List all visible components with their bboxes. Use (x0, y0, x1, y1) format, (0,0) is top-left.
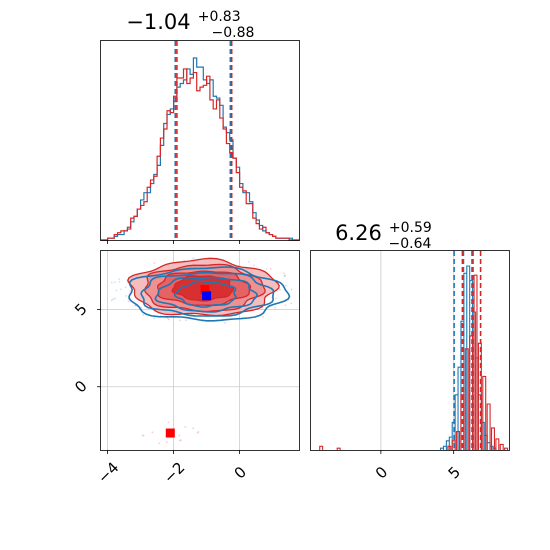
joint-marker-0 (200, 285, 210, 295)
joint-scatter-point (290, 302, 293, 305)
joint-scatter-point (115, 289, 118, 292)
joint-scatter-point (118, 278, 120, 281)
panel-1-frame (100, 40, 300, 241)
joint-scatter-point (159, 314, 162, 317)
joint-scatter-point (167, 318, 170, 321)
panel-1-quantile-lines (174, 41, 233, 240)
joint-scatter-point (262, 316, 264, 318)
panel-marginal-1: −1.04 +0.83 −0.88 (100, 6, 300, 244)
panel-1-histograms (101, 57, 299, 241)
joint-scatter-point (290, 288, 293, 291)
panel-2-title-median: 6.26 (335, 221, 382, 245)
joint-scatter-point (151, 431, 154, 434)
joint-scatter-point (119, 288, 122, 291)
panel-2-quantile-lines (453, 251, 482, 450)
joint-scatter-point (129, 289, 132, 292)
panel-2-hist-series-1 (319, 274, 509, 450)
joint-scatter-point (192, 257, 195, 260)
joint-contour-1-3 (173, 280, 237, 308)
joint-scatter-point (166, 317, 169, 320)
joint-scatter-point (124, 286, 127, 289)
joint-scatter-point (165, 441, 168, 444)
joint-scatter-point (284, 304, 287, 307)
joint-scatter-point (261, 308, 264, 311)
joint-scatter-point (158, 442, 161, 445)
joint-scatter-point (179, 439, 182, 442)
joint-scatter-point (142, 314, 145, 316)
panel-1-title-plus: +0.83 (198, 9, 241, 25)
joint-contour-1-2 (154, 276, 258, 313)
joint-scatter-point (224, 321, 226, 324)
joint-scatter-point (265, 267, 268, 270)
joint-marker-2 (165, 428, 175, 438)
joint-frame (100, 250, 300, 451)
joint-scatter-point (179, 319, 182, 322)
panel-1-x-ticks (107, 240, 241, 244)
joint-scatter-point (114, 297, 116, 300)
joint-scatter-point (248, 260, 250, 263)
joint-scatter-point (167, 421, 170, 424)
joint-markers (165, 285, 212, 438)
joint-scatter-point (153, 262, 156, 265)
joint-scatter-point (192, 427, 194, 430)
joint-scatter-point (184, 426, 187, 428)
joint-scatter-point (283, 272, 285, 275)
panel-2-title-plus: +0.59 (389, 220, 432, 236)
panel-2-frame (310, 250, 510, 451)
joint-scatter-point (113, 281, 116, 284)
joint-scatter-point (134, 304, 137, 307)
panel-1-hist-series-1 (101, 68, 299, 241)
joint-scatter-point (275, 297, 277, 300)
joint-scatter-point (279, 289, 281, 291)
joint-scatter-point (196, 431, 199, 434)
panel-1-title-median: −1.04 (126, 10, 190, 34)
joint-scatter-point (110, 299, 113, 302)
joint-scatter-point (127, 300, 130, 303)
joint-scatter-point (153, 317, 156, 320)
panel-2-title: 6.26 +0.59 −0.64 (335, 217, 437, 252)
joint-scatter-point (110, 281, 113, 284)
joint-contour-1-1 (140, 271, 275, 317)
joint-scatter-point (283, 275, 286, 277)
panel-1-title-minus: −0.88 (212, 25, 255, 41)
panel-1-title: −1.04 +0.83 −0.88 (126, 6, 254, 41)
joint-scatter-point (118, 280, 121, 283)
joint-scatter-point (274, 306, 276, 309)
joint-scatter-point (112, 298, 115, 301)
joint-scatter-point (284, 284, 287, 287)
joint-scatter-point (141, 434, 144, 437)
joint-contour-1-0 (128, 266, 291, 322)
panel-2-title-minus: −0.64 (389, 236, 432, 252)
joint-scatter-point (178, 434, 181, 437)
joint-scatter-point (184, 319, 187, 322)
joint-scatter-point (253, 264, 255, 267)
joint-scatter-point (269, 267, 272, 270)
joint-marker-1 (202, 291, 212, 301)
joint-scatter-point (125, 295, 127, 297)
